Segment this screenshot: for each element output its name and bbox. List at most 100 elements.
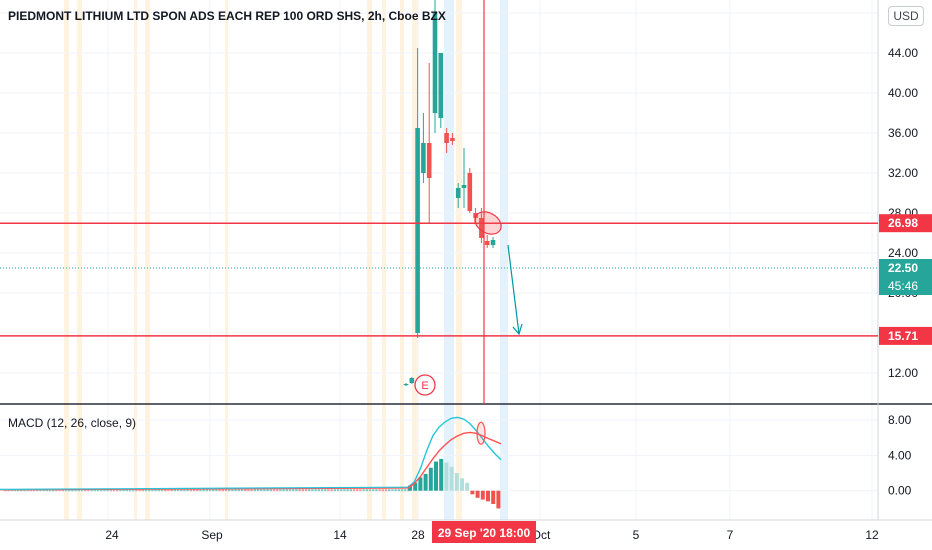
macd-histogram-bar [125,489,128,492]
macd-histogram-bar [404,489,407,492]
macd-histogram-bar [308,489,311,492]
candle-body [461,185,467,188]
macd-histogram-bar [295,489,298,492]
user-drawings: E [0,0,878,445]
trend-arrow-head [512,323,523,336]
macd-histogram-bar [208,489,212,492]
macd-histogram-bar [362,489,365,492]
macd-histogram-bar [64,489,68,492]
macd-histogram-bar [247,489,250,492]
macd-histogram-bar [106,489,109,492]
countdown-label: 45:46 [888,279,918,293]
macd-histogram-bar [276,489,279,492]
macd-histogram-bar [282,489,285,492]
candle-body [479,218,484,238]
macd-histogram-bar [298,489,301,492]
macd-histogram-bar [253,489,256,492]
macd-histogram-bar [221,489,224,492]
macd-histogram-bar [269,489,272,492]
macd-histogram-bar [202,489,205,492]
macd-histogram-bar [439,458,444,491]
macd-histogram-bar [285,489,288,492]
price-tick-label: 44.00 [888,46,918,60]
level-price-label: 15.71 [888,329,918,343]
macd-ellipse-highlight [476,421,486,445]
candle-body [490,240,496,245]
signal-line [407,431,502,489]
macd-histogram-bar [320,489,324,492]
macd-histogram-bar [154,489,157,492]
macd-histogram-bar [84,489,87,492]
macd-histogram-bar [400,489,404,492]
macd-histogram-bar [454,473,459,491]
candle-body [455,188,461,198]
macd-histogram-bar [352,489,356,492]
macd-histogram-bar [349,489,352,492]
macd-histogram-bar [237,489,240,492]
macd-histogram-bar [324,489,327,492]
macd-histogram-bar [428,467,433,491]
macd-histogram-bar [231,489,234,492]
macd-histogram-bar [244,489,247,492]
macd-histogram-bar [327,489,330,492]
level-price-tag [879,326,932,345]
candle-body [484,241,490,245]
candle-body [415,128,420,333]
price-tick-label: 24.00 [888,246,918,260]
macd-histogram-bar [423,473,428,491]
macd-histogram-bar [475,490,480,498]
macd-histogram-bar [52,489,55,492]
macd-histogram-bar [317,489,320,492]
macd-histogram-bar [465,482,470,491]
macd-histogram-bar [128,489,132,492]
macd-histogram-bar [491,490,496,504]
macd-histogram-bar [157,489,160,492]
time-tick-label: 24 [105,528,119,542]
macd-histogram-bar [314,489,317,492]
macd-histogram-bar [224,489,228,492]
macd-histogram-bar [444,462,449,491]
macd-histogram-bar [372,489,375,492]
currency-button[interactable]: USD [888,6,924,26]
highlight-bands [64,0,508,520]
macd-tick-label: 4.00 [888,448,912,462]
macd-histogram-bar [356,489,359,492]
macd-histogram-bar [71,489,74,492]
axis-labels: 12.0016.0020.0024.0028.0032.0036.0040.00… [105,6,932,543]
macd-histogram-bar [359,489,362,492]
macd-histogram-bar [460,478,464,491]
macd-histogram-bar [61,489,64,492]
macd-histogram-bar [240,489,244,492]
time-tick-label: 14 [333,528,347,542]
macd-histogram-bar [365,489,368,492]
macd-histogram-bar [218,489,221,492]
macd-histogram-bar [256,489,260,492]
macd-histogram-bar [186,489,189,492]
macd-histogram-bar [434,461,438,491]
level-price-tag [879,214,932,233]
macd-histogram-bar [480,490,485,500]
macd-histogram-bar [215,489,218,492]
macd-histogram-bar [368,489,372,492]
candle-body [467,173,473,211]
macd-histogram-bar [58,489,61,492]
macd-histogram-bar [144,489,148,492]
candle-body [409,378,415,383]
macd-histogram-bar [96,489,100,492]
earnings-marker [414,374,436,396]
macd-histogram-bar [449,466,454,491]
macd-histogram-bar [122,489,125,492]
macd-histogram-bar [330,489,333,492]
crosshair-time-tag [432,521,536,543]
level-price-label: 26.98 [888,216,918,230]
macd-histogram-bar [311,489,314,492]
macd-histogram-bar [87,489,90,492]
price-tick-label: 12.00 [888,366,918,380]
candle-body [426,143,432,178]
macd-histogram-bar [183,489,186,492]
macd-label: MACD (12, 26, close, 9) [8,416,136,430]
macd-histogram-bar [132,489,135,492]
macd-histogram-bar [333,489,336,492]
macd-histogram-bar [470,490,475,495]
